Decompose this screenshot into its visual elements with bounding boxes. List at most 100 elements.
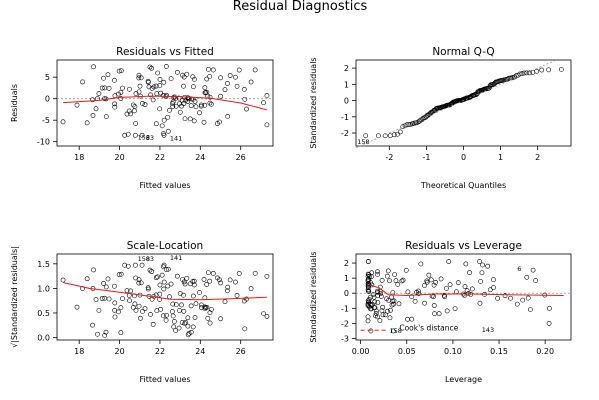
data-point [480,262,485,268]
data-point [118,90,124,95]
data-point [145,78,151,84]
data-point [149,65,155,71]
data-point [208,307,214,312]
data-point [84,276,90,282]
data-point [375,314,380,320]
data-point [514,301,520,307]
data-point [99,85,105,91]
data-point [418,261,424,267]
data-point [124,288,130,294]
x-tick-label: 26 [236,347,246,356]
data-point [372,299,378,305]
data-point [180,277,185,282]
data-point [207,94,213,100]
y-axis-label: Standardized residuals [309,57,318,148]
data-point [233,74,238,80]
data-point [217,277,222,283]
data-point [367,274,372,280]
data-point [106,296,112,302]
data-point [177,291,183,296]
data-point [160,93,166,98]
data-point [112,104,118,110]
data-point [158,90,164,96]
data-point [112,307,117,313]
data-point [102,96,108,102]
data-point [520,297,526,303]
data-point [409,316,415,322]
data-point [375,133,381,139]
y-tick-label: 0 [344,289,349,298]
data-point [399,278,405,284]
data-point [395,131,400,137]
data-point [210,67,216,73]
data-point [111,77,117,83]
y-tick-label: -1 [341,304,349,313]
data-point [365,314,371,320]
data-point [140,309,145,314]
point-label: 6 [517,265,521,273]
data-point [391,301,396,307]
data-point [227,73,233,78]
point-label: 83 [146,255,154,263]
data-point [466,291,471,296]
data-point [187,116,193,122]
data-point [127,298,132,304]
data-point [148,311,153,317]
smooth-line [63,95,268,111]
data-point [185,96,191,102]
data-point [368,328,374,334]
data-point [155,274,160,280]
data-point [264,314,270,319]
data-point [225,288,230,294]
data-point [400,277,406,283]
data-point [388,307,393,313]
data-point [179,320,185,325]
panel-title: Residuals vs Leverage [405,240,522,252]
data-point [415,288,421,294]
y-tick-label: -2 [341,319,349,328]
data-point [138,315,143,321]
y-tick-label: 2 [344,259,349,268]
data-point [389,302,395,308]
data-point [153,83,159,89]
data-point [173,103,179,109]
data-point [391,132,397,138]
data-point [469,286,475,292]
data-point [128,111,133,117]
data-point [405,316,410,322]
data-point [177,101,182,107]
data-point [431,303,437,308]
data-point [163,317,169,323]
data-point [103,114,109,120]
data-point [176,95,182,101]
x-tick-label: 24 [195,153,205,162]
data-point [222,87,228,93]
data-point [365,301,371,307]
data-point [422,300,427,306]
data-point [163,267,169,272]
data-point [168,281,174,287]
data-point [95,331,100,337]
data-point [433,279,439,285]
data-point [190,279,196,284]
data-point [397,129,403,135]
data-point [157,106,163,112]
data-point [533,278,539,283]
data-point [366,285,371,291]
data-point [197,290,202,295]
data-point [118,305,124,311]
data-point [365,259,371,264]
data-point [90,322,95,328]
data-point [218,93,224,99]
data-point [432,311,437,317]
y-tick-label: -2 [341,129,349,138]
data-point [181,308,187,314]
data-point [153,275,159,281]
y-axis-label: Residuals [10,84,19,122]
data-point [524,70,530,76]
data-point [405,289,411,295]
data-point [385,268,391,274]
y-tick-label: 5 [45,73,50,82]
data-point [118,330,124,336]
data-point [174,69,180,75]
